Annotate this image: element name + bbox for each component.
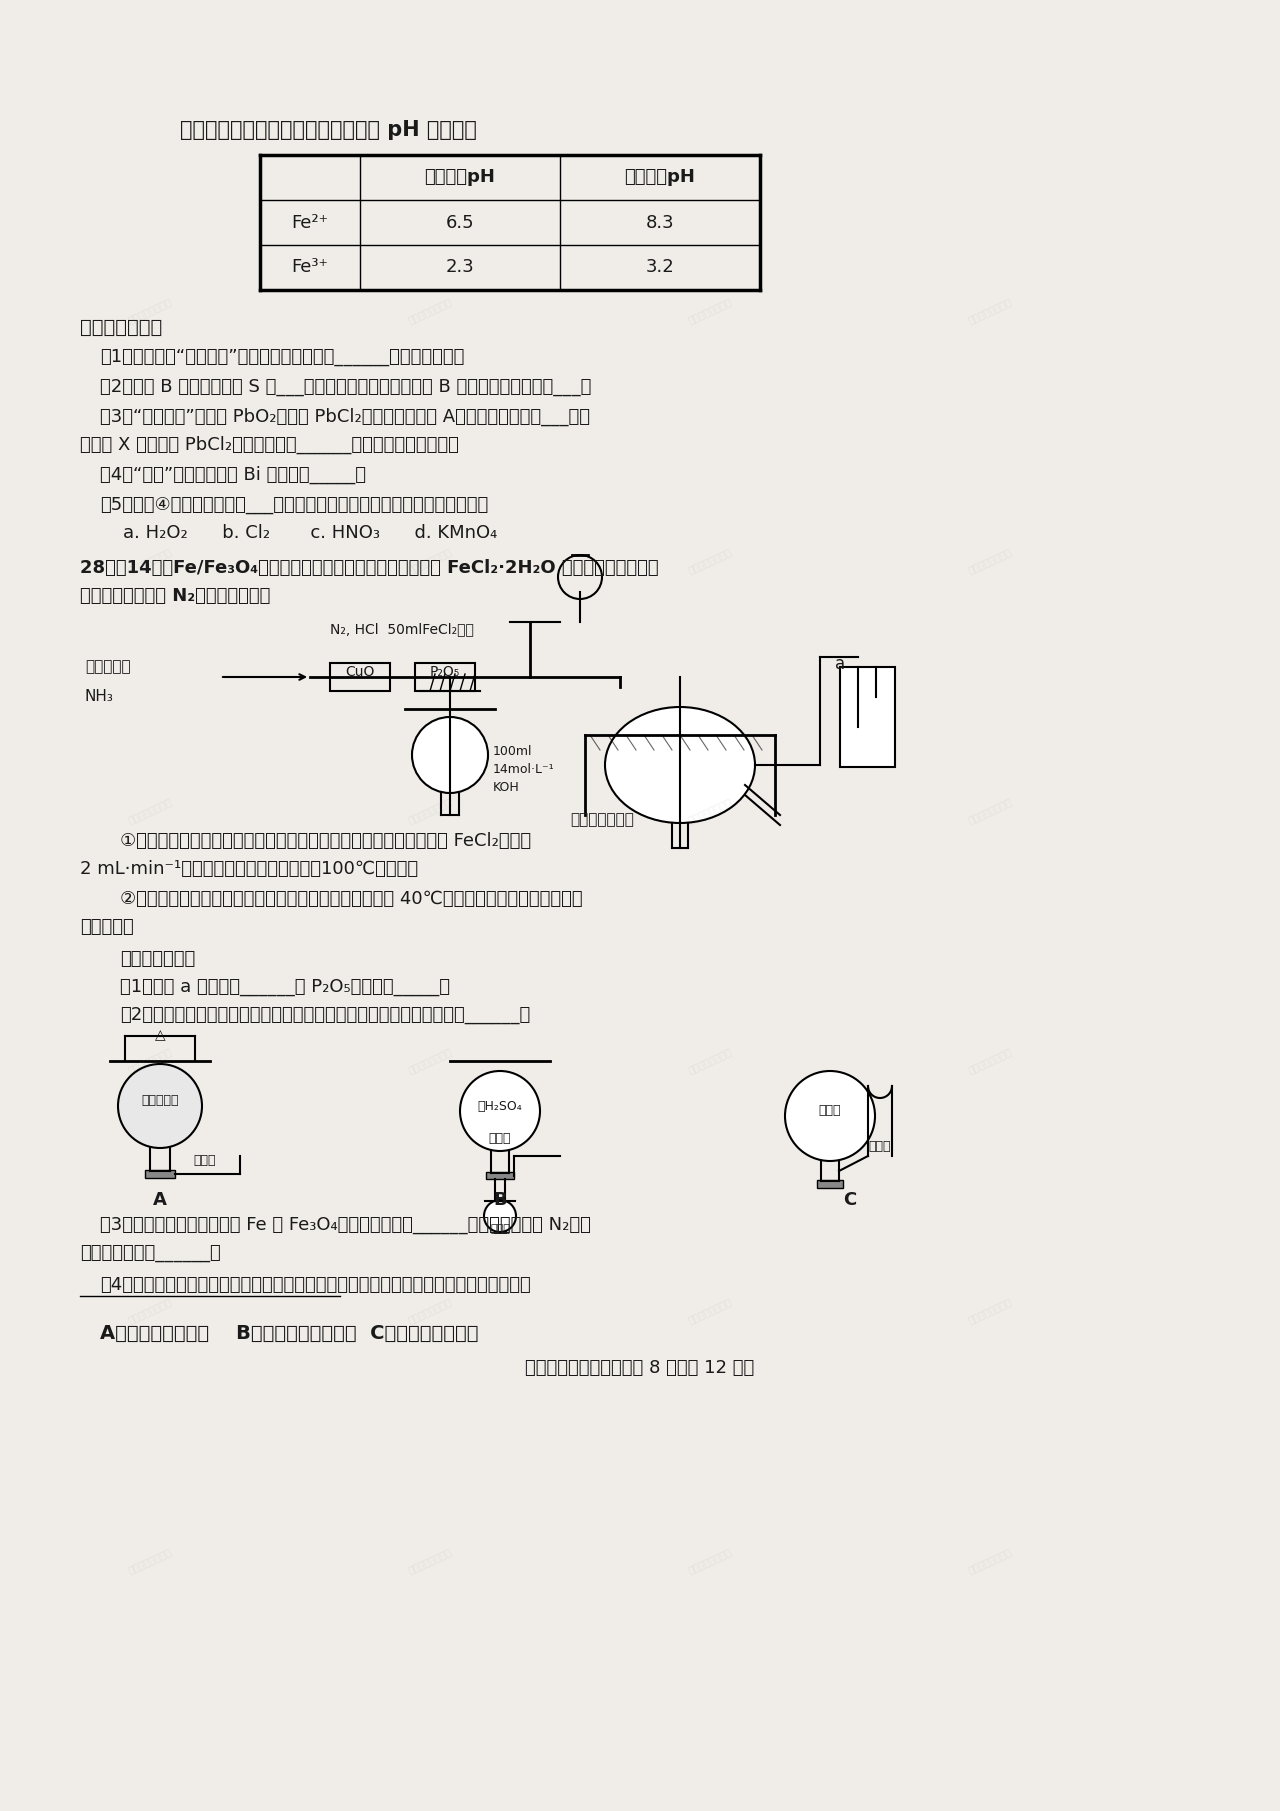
Text: NH₃: NH₃ xyxy=(84,688,114,704)
Text: 微信搜索「题库」: 微信搜索「题库」 xyxy=(407,547,453,576)
Text: 微信搜索「题库」: 微信搜索「题库」 xyxy=(966,1297,1014,1326)
Circle shape xyxy=(118,1065,202,1148)
Text: 微信搜索「题库」: 微信搜索「题库」 xyxy=(966,1547,1014,1576)
Text: 浓氨水: 浓氨水 xyxy=(490,1224,509,1233)
Text: 微信搜索「题库」: 微信搜索「题库」 xyxy=(686,1297,733,1326)
Text: 下进行的原因是______。: 下进行的原因是______。 xyxy=(79,1244,220,1262)
Text: 微信搜索「题库」: 微信搜索「题库」 xyxy=(966,547,1014,576)
Text: 碗石灰: 碗石灰 xyxy=(869,1139,891,1152)
Text: （2）实验室制取氨气的方法有多种，下列装置和选用的试剂均正确的是______。: （2）实验室制取氨气的方法有多种，下列装置和选用的试剂均正确的是______。 xyxy=(120,1005,530,1023)
Circle shape xyxy=(785,1070,876,1161)
Text: P₂O₅: P₂O₅ xyxy=(430,665,460,679)
Text: 100ml: 100ml xyxy=(493,744,532,759)
Text: 微信搜索「题库」: 微信搜索「题库」 xyxy=(407,1047,453,1076)
Text: N₂, HCl  50mlFeCl₂溶液: N₂, HCl 50mlFeCl₂溶液 xyxy=(330,621,474,636)
Text: 开始沉淠pH: 开始沉淠pH xyxy=(425,168,495,187)
Text: 3.2: 3.2 xyxy=(645,259,675,277)
Text: 微信搜索「题库」: 微信搜索「题库」 xyxy=(127,1547,173,1576)
Text: 碗石灰: 碗石灰 xyxy=(193,1154,216,1168)
Text: 2 mL·min⁻¹的速度全部滴入三颈烧瓶中，100℃下回流。: 2 mL·min⁻¹的速度全部滴入三颈烧瓶中，100℃下回流。 xyxy=(79,860,419,878)
Text: △: △ xyxy=(155,1029,165,1041)
Text: 微信搜索「题库」: 微信搜索「题库」 xyxy=(686,297,733,326)
Text: 微信搜索「题库」: 微信搜索「题库」 xyxy=(966,797,1014,826)
Text: （3）三颈烧瓶中反应生成了 Fe 和 Fe₃O₄，离子方程式为______，制备过程需在 N₂氛围: （3）三颈烧瓶中反应生成了 Fe 和 Fe₃O₄，离子方程式为______，制备… xyxy=(100,1215,591,1233)
Text: 微信搜索「题库」: 微信搜索「题库」 xyxy=(127,797,173,826)
Text: 氮化锄固体: 氮化锄固体 xyxy=(141,1094,179,1108)
Text: 2.3: 2.3 xyxy=(445,259,475,277)
Text: （2）固体 B 的主要成分为 S 和___（填化学式），可分离固体 B 中成分的物理方法是___。: （2）固体 B 的主要成分为 S 和___（填化学式），可分离固体 B 中成分的… xyxy=(100,378,591,397)
Circle shape xyxy=(460,1070,540,1152)
Text: CuO: CuO xyxy=(346,665,375,679)
Text: 得到产品。: 得到产品。 xyxy=(79,918,133,936)
Circle shape xyxy=(412,717,488,793)
Text: （3）“加热浸取”过程中 PbO₂转化为 PbCl₂，同时得到气体 A，其离子方程式为___。通: （3）“加热浸取”过程中 PbO₂转化为 PbCl₂，同时得到气体 A，其离子方… xyxy=(100,407,590,426)
Text: 微信搜索「题库」: 微信搜索「题库」 xyxy=(127,547,173,576)
Text: 微信搜索「题库」: 微信搜索「题库」 xyxy=(407,797,453,826)
Text: 温控磁力掀拌器: 温控磁力掀拌器 xyxy=(570,811,634,828)
Text: （1）为了提高“加热浸取”速率，可采取的措施______（任写一条）。: （1）为了提高“加热浸取”速率，可采取的措施______（任写一条）。 xyxy=(100,348,465,366)
Circle shape xyxy=(484,1201,516,1231)
Text: B: B xyxy=(493,1192,507,1210)
Text: 微信搜索「题库」: 微信搜索「题库」 xyxy=(686,1547,733,1576)
Bar xyxy=(145,1170,175,1177)
Text: C: C xyxy=(844,1192,856,1210)
Text: 微信搜索「题库」: 微信搜索「题库」 xyxy=(127,1047,173,1076)
Text: Fe²⁺: Fe²⁺ xyxy=(292,214,329,232)
Text: 干燥的氮气: 干燥的氮气 xyxy=(84,659,131,674)
Text: 微信搜索「题库」: 微信搜索「题库」 xyxy=(127,297,173,326)
Text: 程如下（各步均在 N₂氛围中进行）：: 程如下（各步均在 N₂氛围中进行）： xyxy=(79,587,270,605)
Text: A．适宜的滴液速度    B．在空气氛围中制备  C．适宜的焦烧温度: A．适宜的滴液速度 B．在空气氛围中制备 C．适宜的焦烧温度 xyxy=(100,1324,479,1344)
Bar xyxy=(817,1181,844,1188)
Text: 微信搜索「题库」: 微信搜索「题库」 xyxy=(966,297,1014,326)
Text: 微信搜索「题库」: 微信搜索「题库」 xyxy=(686,1047,733,1076)
Text: Fe³⁺: Fe³⁺ xyxy=(292,259,329,277)
Text: （4）“转化”步骤加入金属 Bi 的目的是_____。: （4）“转化”步骤加入金属 Bi 的目的是_____。 xyxy=(100,465,366,484)
Text: KOH: KOH xyxy=(493,781,520,793)
Text: 完全沉淠pH: 完全沉淠pH xyxy=(625,168,695,187)
Text: 微信搜索「题库」: 微信搜索「题库」 xyxy=(407,297,453,326)
Text: 8.3: 8.3 xyxy=(645,214,675,232)
Text: 回答下列问题：: 回答下列问题： xyxy=(79,319,163,337)
Bar xyxy=(486,1172,515,1179)
Ellipse shape xyxy=(605,706,755,822)
Text: 14mol·L⁻¹: 14mol·L⁻¹ xyxy=(493,762,554,775)
Text: 微信搜索「题库」: 微信搜索「题库」 xyxy=(407,1297,453,1326)
Text: 浓H₂SO₄: 浓H₂SO₄ xyxy=(477,1099,522,1112)
Text: （1）仪器 a 的名称是______； P₂O₅的作用是_____。: （1）仪器 a 的名称是______； P₂O₅的作用是_____。 xyxy=(120,978,451,996)
Text: 28．（14分）Fe/Fe₃O₄磁性材料在很多领域具有应用前景，以 FeCl₂·2H₂O 为原料进行制备的过: 28．（14分）Fe/Fe₃O₄磁性材料在很多领域具有应用前景，以 FeCl₂·… xyxy=(79,560,659,578)
Text: 6.5: 6.5 xyxy=(445,214,475,232)
Text: （4）为保证磁性材料性能，需使产品粒径适中、结晶度良好，制备过程中可采取的措施有: （4）为保证磁性材料性能，需使产品粒径适中、结晶度良好，制备过程中可采取的措施有 xyxy=(100,1277,531,1295)
Text: 回答下列问题：: 回答下列问题： xyxy=(120,951,196,969)
Text: （5）滤液④中加入下列物质___后，可实现再生循环用于该流程（填标号）。: （5）滤液④中加入下列物质___后，可实现再生循环用于该流程（填标号）。 xyxy=(100,496,488,514)
Text: 微信搜索「题库」: 微信搜索「题库」 xyxy=(686,547,733,576)
Text: a. H₂O₂      b. Cl₂       c. HNO₃      d. KMnO₄: a. H₂O₂ b. Cl₂ c. HNO₃ d. KMnO₄ xyxy=(100,523,497,541)
Text: 一定条件下金属离子形成氮氧化物的 pH 如下表：: 一定条件下金属离子形成氮氧化物的 pH 如下表： xyxy=(180,120,477,139)
Text: 微信搜索「题库」: 微信搜索「题库」 xyxy=(686,797,733,826)
Text: 资阳一诊理科综合试卷第 8 页（共 12 页）: 资阳一诊理科综合试卷第 8 页（共 12 页） xyxy=(525,1358,755,1376)
Text: ②冷却后过滤，依次用热水和乙醇洗涤所得黑色沉淠，在 40℃干燥，最后放到管式炉内焦烧: ②冷却后过滤，依次用热水和乙醇洗涤所得黑色沉淠，在 40℃干燥，最后放到管式炉内… xyxy=(120,889,582,907)
Text: 过操作 X 分离回收 PbCl₂晶体的过程为______、过滤、洗涤、干燥。: 过操作 X 分离回收 PbCl₂晶体的过程为______、过滤、洗涤、干燥。 xyxy=(79,436,458,455)
Text: 氮化馒: 氮化馒 xyxy=(489,1132,511,1146)
Text: a: a xyxy=(835,656,845,674)
Text: 微信搜索「题库」: 微信搜索「题库」 xyxy=(407,1547,453,1576)
Text: A: A xyxy=(154,1192,166,1210)
Bar xyxy=(330,663,390,692)
Bar xyxy=(415,663,475,692)
Text: 微信搜索「题库」: 微信搜索「题库」 xyxy=(966,1047,1014,1076)
Text: 浓氨水: 浓氨水 xyxy=(819,1105,841,1117)
Text: 微信搜索「题库」: 微信搜索「题库」 xyxy=(127,1297,173,1326)
Bar xyxy=(840,666,895,768)
Text: ①如图连接装置，添加好药品，装置充满氮气后，持续磁力掀拌，将 FeCl₂溶液以: ①如图连接装置，添加好药品，装置充满氮气后，持续磁力掀拌，将 FeCl₂溶液以 xyxy=(120,831,531,849)
